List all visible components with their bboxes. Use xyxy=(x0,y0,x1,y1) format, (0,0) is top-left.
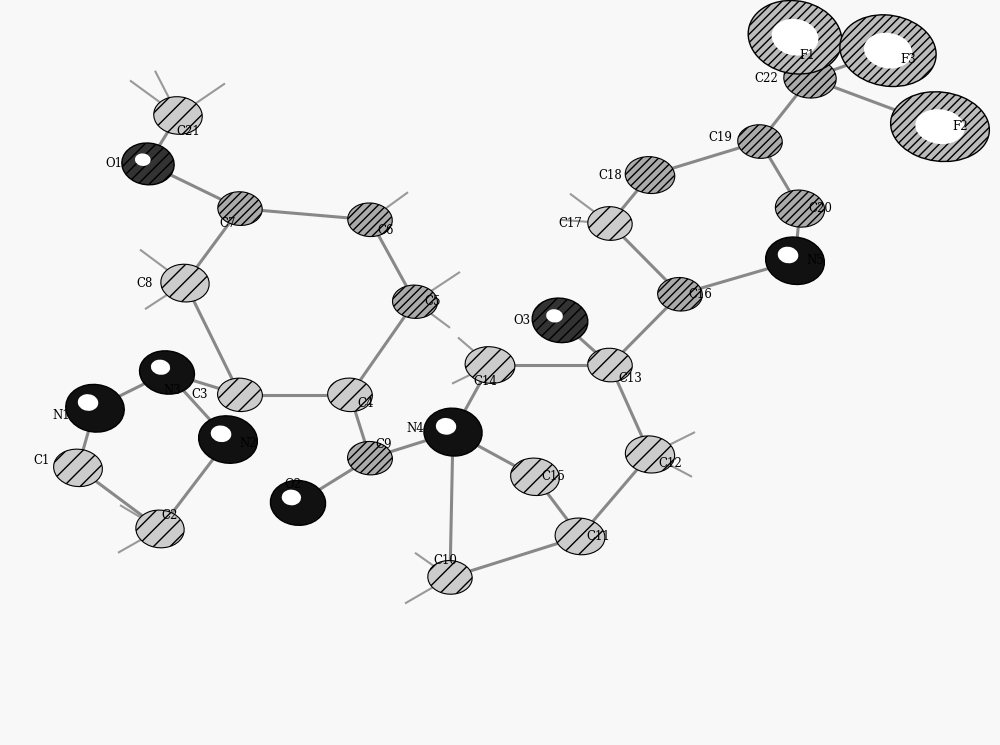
Text: F1: F1 xyxy=(799,48,815,62)
Ellipse shape xyxy=(393,285,437,318)
Text: O3: O3 xyxy=(513,314,531,327)
Text: C6: C6 xyxy=(378,224,394,237)
Ellipse shape xyxy=(140,351,194,394)
Text: C21: C21 xyxy=(176,125,200,139)
Ellipse shape xyxy=(424,408,482,456)
Ellipse shape xyxy=(218,191,262,226)
Ellipse shape xyxy=(282,489,301,505)
Ellipse shape xyxy=(328,378,372,411)
Text: N2: N2 xyxy=(239,437,257,450)
Ellipse shape xyxy=(775,190,825,227)
Ellipse shape xyxy=(54,449,102,486)
Ellipse shape xyxy=(436,418,456,435)
Ellipse shape xyxy=(151,360,170,375)
Ellipse shape xyxy=(428,560,472,595)
Text: C4: C4 xyxy=(358,397,374,410)
Text: C16: C16 xyxy=(688,288,712,301)
Ellipse shape xyxy=(161,264,209,302)
Ellipse shape xyxy=(532,298,588,343)
Text: O1: O1 xyxy=(106,157,123,171)
Ellipse shape xyxy=(211,425,231,442)
Text: C18: C18 xyxy=(598,168,622,182)
Text: O2: O2 xyxy=(285,478,302,492)
Ellipse shape xyxy=(625,436,675,473)
Text: C20: C20 xyxy=(808,202,832,215)
Text: C15: C15 xyxy=(541,470,565,484)
Ellipse shape xyxy=(78,394,98,410)
Text: C22: C22 xyxy=(754,72,778,85)
Text: C9: C9 xyxy=(376,438,392,451)
Ellipse shape xyxy=(66,384,124,432)
Ellipse shape xyxy=(915,110,965,144)
Ellipse shape xyxy=(511,458,559,495)
Ellipse shape xyxy=(772,19,818,56)
Text: C17: C17 xyxy=(558,217,582,230)
Ellipse shape xyxy=(348,442,392,475)
Text: C2: C2 xyxy=(162,509,178,522)
Ellipse shape xyxy=(199,416,257,463)
Text: C13: C13 xyxy=(618,372,642,385)
Text: N3: N3 xyxy=(163,384,181,397)
Text: F3: F3 xyxy=(900,53,916,66)
Ellipse shape xyxy=(784,58,836,98)
Text: C8: C8 xyxy=(137,276,153,290)
Text: F2: F2 xyxy=(952,120,968,133)
Ellipse shape xyxy=(891,92,989,162)
Ellipse shape xyxy=(778,247,798,263)
Ellipse shape xyxy=(136,510,184,548)
Ellipse shape xyxy=(270,481,326,525)
Ellipse shape xyxy=(658,278,702,311)
Ellipse shape xyxy=(766,237,824,285)
Text: C12: C12 xyxy=(658,457,682,470)
Ellipse shape xyxy=(546,309,563,323)
Text: C3: C3 xyxy=(192,388,208,402)
Ellipse shape xyxy=(122,143,174,185)
Ellipse shape xyxy=(588,206,632,241)
Text: N5: N5 xyxy=(806,254,824,267)
Text: C1: C1 xyxy=(34,454,50,467)
Text: N1: N1 xyxy=(52,409,70,422)
Ellipse shape xyxy=(625,156,675,194)
Ellipse shape xyxy=(840,15,936,86)
Ellipse shape xyxy=(748,1,842,74)
Text: C10: C10 xyxy=(433,554,457,568)
Text: N4: N4 xyxy=(406,422,424,435)
Text: C7: C7 xyxy=(220,217,236,230)
Ellipse shape xyxy=(864,33,912,69)
Ellipse shape xyxy=(218,378,262,411)
Text: C19: C19 xyxy=(708,131,732,145)
Ellipse shape xyxy=(588,348,632,382)
Ellipse shape xyxy=(348,203,392,237)
Ellipse shape xyxy=(555,518,605,555)
Ellipse shape xyxy=(135,153,151,166)
Text: C11: C11 xyxy=(586,530,610,543)
Text: C14: C14 xyxy=(473,375,497,388)
Ellipse shape xyxy=(154,97,202,134)
Ellipse shape xyxy=(738,124,782,159)
Ellipse shape xyxy=(465,346,515,384)
Text: C5: C5 xyxy=(425,295,441,308)
